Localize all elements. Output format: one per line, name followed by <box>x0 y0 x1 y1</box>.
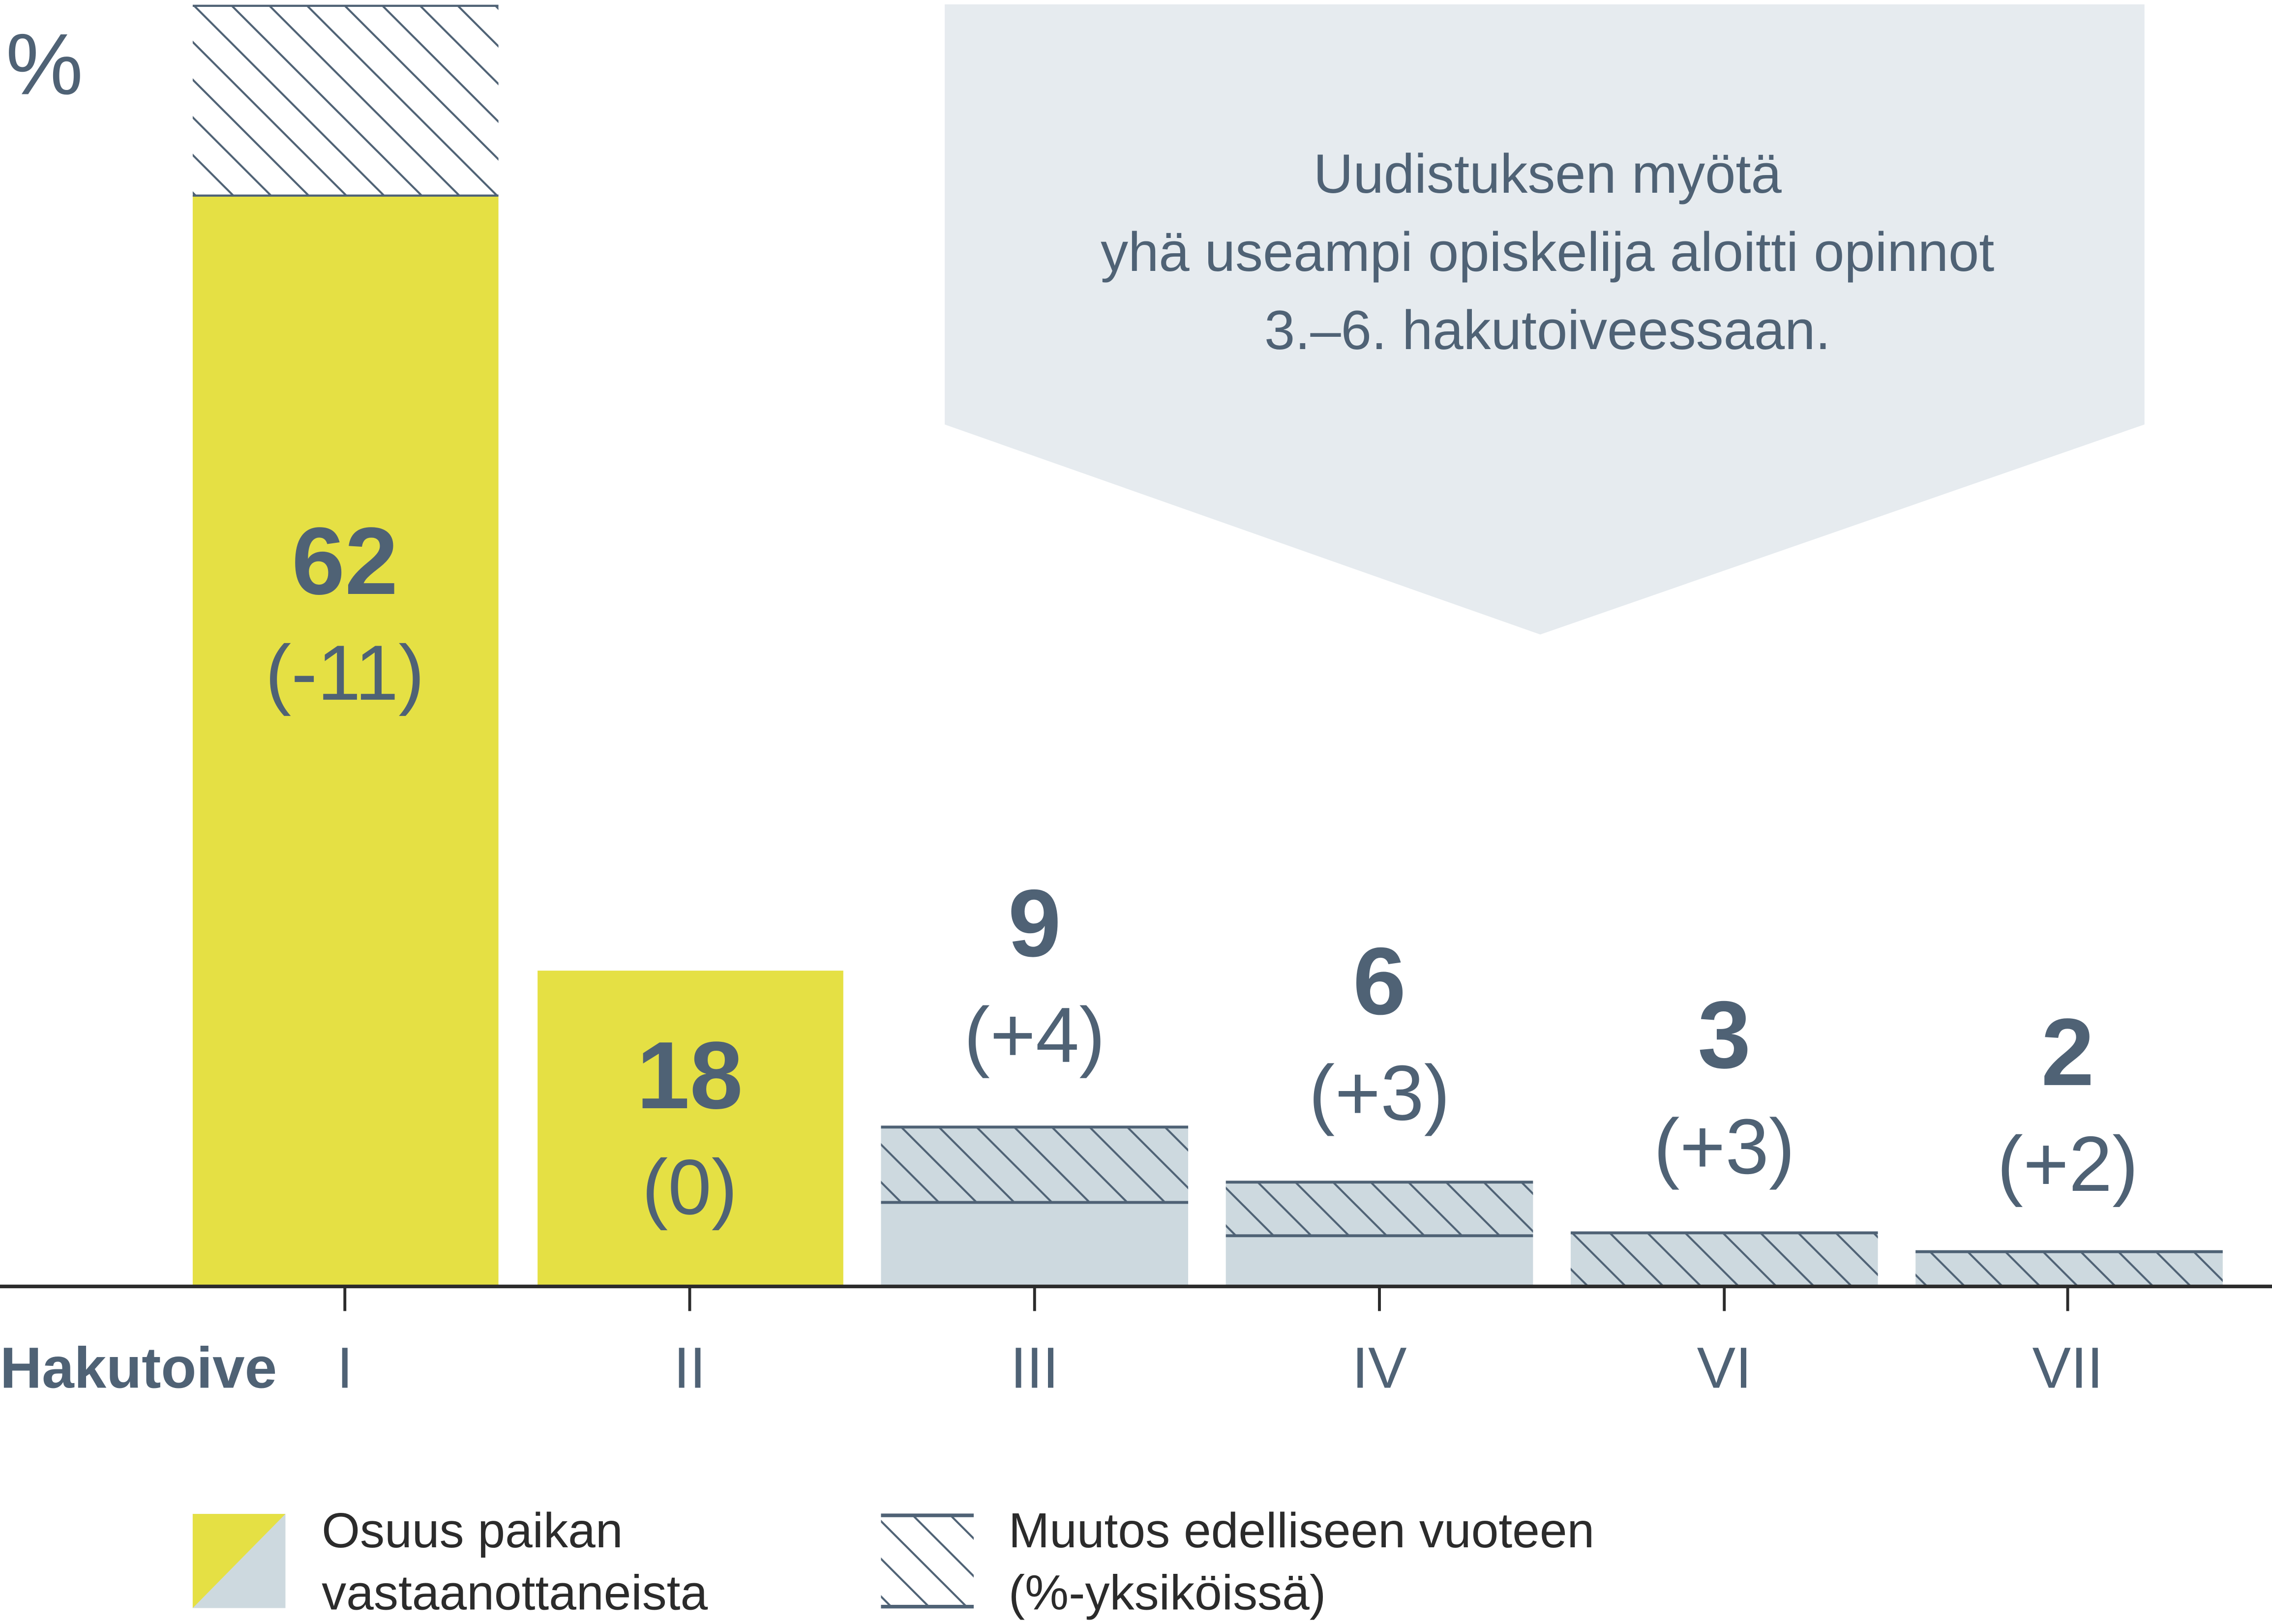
tick-label-III: III <box>1011 1335 1059 1400</box>
legend-label-change-2: (%-yksiköissä) <box>1009 1565 1326 1621</box>
bar-value-VII: 2 <box>2041 999 2094 1106</box>
bar-change-VII: (+2) <box>1997 1120 2138 1208</box>
bar-III: 9 (+4) <box>881 870 1189 1285</box>
tick-label-I: I <box>337 1335 353 1400</box>
legend-swatch-share <box>192 1514 286 1608</box>
callout-line-3: 3.–6. hakutoiveessaan. <box>1264 299 1830 361</box>
y-axis-unit: % <box>6 16 83 113</box>
tick-label-VI: VI <box>1697 1335 1752 1400</box>
tick-label-II: II <box>674 1335 706 1400</box>
legend-swatch-change <box>881 1513 974 1609</box>
bar-change-IV: (+3) <box>1309 1049 1450 1137</box>
callout-line-1: Uudistuksen myötä <box>1314 143 1782 205</box>
bar-value-II: 18 <box>636 1022 743 1129</box>
tick-label-VII: VII <box>2033 1335 2103 1400</box>
bar-value-III: 9 <box>1008 870 1061 977</box>
x-axis-title: Hakutoive <box>0 1335 277 1400</box>
bar-value-I: 62 <box>292 508 398 615</box>
bar-VII: 2 (+2) <box>1915 999 2223 1285</box>
bar-I: 62 (-11) <box>192 4 499 1285</box>
bar-VI: 3 (+3) <box>1570 982 1878 1285</box>
callout-box: Uudistuksen myötä yhä useampi opiskelija… <box>945 4 2145 635</box>
bar-II: 18 (0) <box>538 971 843 1285</box>
legend-label-change-1: Muutos edelliseen vuoteen <box>1009 1503 1595 1558</box>
legend-label-share-1: Osuus paikan <box>322 1503 623 1558</box>
bar-change-II: (0) <box>642 1143 737 1231</box>
legend: Osuus paikan vastaanottaneista Muutos ed… <box>192 1503 1595 1621</box>
bar-IV: 6 (+3) <box>1226 928 1533 1285</box>
bar-value-VI: 3 <box>1698 982 1751 1089</box>
legend-label-share-2: vastaanottaneista <box>322 1565 708 1621</box>
x-axis-ticks <box>343 1286 2069 1311</box>
bar-value-IV: 6 <box>1353 928 1406 1035</box>
tick-label-IV: IV <box>1352 1335 1407 1400</box>
callout-line-2: yhä useampi opiskelija aloitti opinnot <box>1101 221 1994 283</box>
bar-change-I: (-11) <box>265 629 424 716</box>
bar-change-III: (+4) <box>964 991 1105 1079</box>
bar-change-VI: (+3) <box>1654 1103 1795 1190</box>
